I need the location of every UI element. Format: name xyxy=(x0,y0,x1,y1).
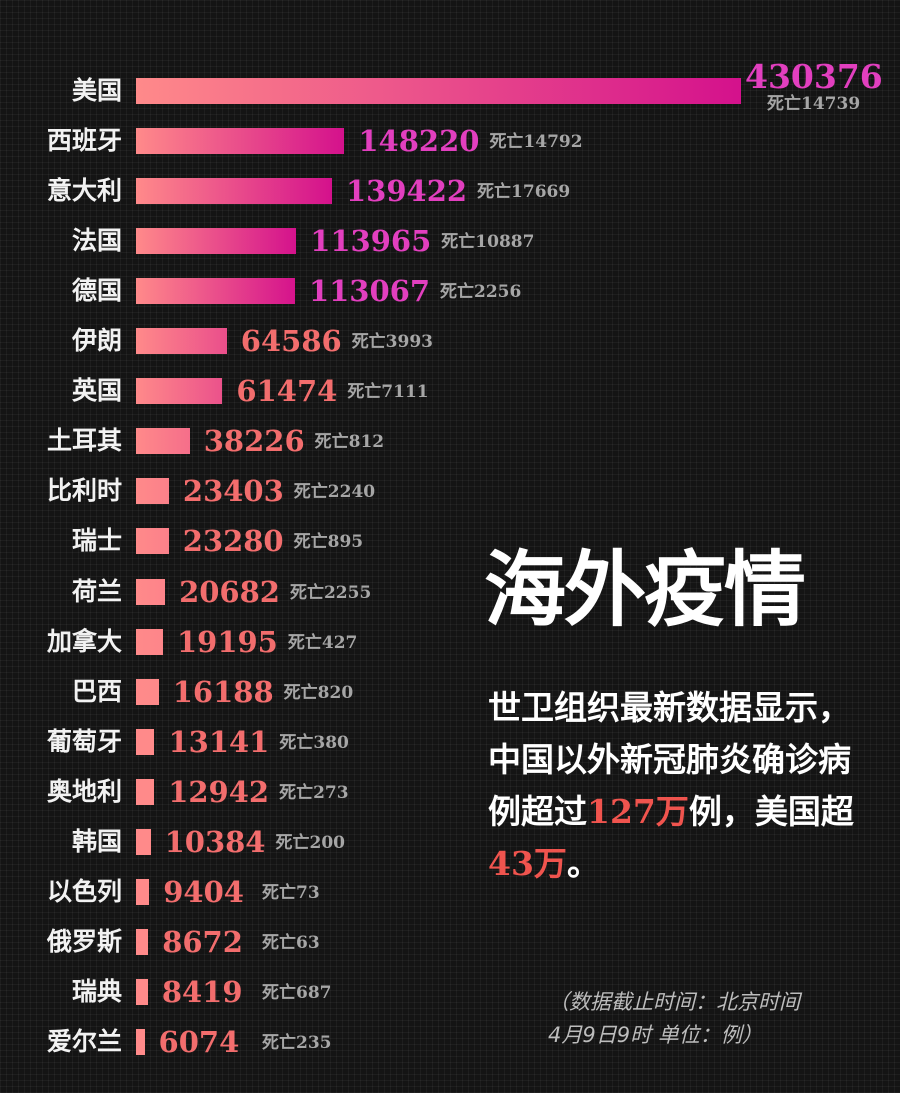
bar-value-label: 20682 xyxy=(179,574,280,609)
bar-value-label: 113965 xyxy=(310,224,432,259)
bar xyxy=(136,728,155,755)
description-part3: 。 xyxy=(566,844,600,883)
note-line-1: （数据截止时间：北京时间 xyxy=(548,990,800,1014)
description-number-2: 43万 xyxy=(488,844,567,883)
country-label: 巴西 xyxy=(71,676,122,706)
description-text: 世卫组织最新数据显示，中国以外新冠肺炎确诊病例超过127万例，美国超 43万。 xyxy=(488,682,858,890)
country-label: 以色列 xyxy=(46,876,122,906)
death-count-label: 死亡235 xyxy=(262,1032,332,1053)
death-count-label: 死亡14792 xyxy=(489,132,583,153)
country-label: 俄罗斯 xyxy=(46,926,122,956)
country-label: 西班牙 xyxy=(46,126,122,156)
bar xyxy=(136,328,227,355)
bar xyxy=(136,278,295,305)
country-label: 美国 xyxy=(71,76,122,105)
country-label: 葡萄牙 xyxy=(46,726,122,756)
bar-value-label: 10384 xyxy=(164,824,266,859)
bar-value-label: 64586 xyxy=(240,324,342,359)
country-label: 比利时 xyxy=(46,476,122,506)
bar-value-label: 12942 xyxy=(168,774,270,809)
description-part2: 例，美国超 xyxy=(688,792,854,831)
country-label: 法国 xyxy=(71,226,122,256)
bar-value-label: 19195 xyxy=(176,624,278,659)
country-label: 韩国 xyxy=(71,826,122,856)
death-count-label: 死亡2255 xyxy=(289,582,372,603)
death-count-label: 死亡273 xyxy=(279,782,349,803)
bar xyxy=(136,378,223,405)
death-count-label: 死亡820 xyxy=(283,682,354,703)
bar-value-label: 6074 xyxy=(158,1024,240,1059)
bar xyxy=(136,978,148,1005)
bar xyxy=(136,778,155,805)
death-count-label: 死亡895 xyxy=(293,532,364,553)
death-count-label: 死亡63 xyxy=(262,932,320,953)
bar-value-label: 9404 xyxy=(163,874,244,909)
bar xyxy=(136,428,190,455)
bar xyxy=(136,528,169,555)
death-count-label: 死亡687 xyxy=(262,982,332,1003)
country-label: 伊朗 xyxy=(71,326,122,356)
bar-value-label: 8672 xyxy=(162,924,243,959)
bar-value-label: 38226 xyxy=(203,424,305,459)
bar xyxy=(136,928,149,955)
bar xyxy=(136,128,345,155)
description-part1: 世卫组织最新数据显示，中国以外新冠肺炎确诊病例超过 xyxy=(488,688,851,831)
bar xyxy=(136,628,163,655)
death-count-label: 死亡380 xyxy=(279,732,349,753)
death-count-label: 死亡73 xyxy=(262,882,320,903)
bar xyxy=(136,578,166,605)
chart-title: 海外疫情 xyxy=(484,542,806,638)
bar-value-label: 16188 xyxy=(172,674,274,709)
country-label: 爱尔兰 xyxy=(46,1026,122,1056)
bar-value-label: 430376 xyxy=(745,57,883,96)
country-label: 英国 xyxy=(71,376,122,406)
bar-value-label: 13141 xyxy=(168,724,270,759)
death-count-label: 死亡10887 xyxy=(441,232,535,253)
bar xyxy=(136,878,150,905)
death-count-label: 死亡17669 xyxy=(477,182,571,203)
bar xyxy=(136,178,332,205)
death-count-label: 死亡812 xyxy=(314,432,385,453)
bar-value-label: 23280 xyxy=(182,524,284,559)
note-line-2: 4月9日9时 单位：例） xyxy=(548,1023,763,1047)
death-count-label: 死亡14739 xyxy=(767,94,861,114)
country-label: 土耳其 xyxy=(46,426,122,456)
bar-value-label: 8419 xyxy=(161,974,243,1009)
country-label: 瑞典 xyxy=(71,976,122,1006)
country-label: 荷兰 xyxy=(71,576,122,606)
description-number-1: 127万 xyxy=(587,792,689,831)
bar xyxy=(136,678,159,705)
bar-value-label: 113067 xyxy=(308,274,431,309)
bar-value-label: 23403 xyxy=(182,474,284,509)
bar-value-label: 148220 xyxy=(358,124,480,159)
death-count-label: 死亡2256 xyxy=(440,282,522,303)
data-note: （数据截止时间：北京时间 4月9日9时 单位：例） xyxy=(548,986,868,1052)
bar xyxy=(136,228,297,255)
death-count-label: 死亡3993 xyxy=(351,332,434,353)
bar xyxy=(136,828,151,855)
bar-value-label: 61474 xyxy=(236,374,338,409)
country-label: 奥地利 xyxy=(46,776,122,806)
bar xyxy=(136,478,169,505)
bar xyxy=(136,1028,145,1055)
bar-value-label: 139422 xyxy=(345,174,468,209)
country-label: 瑞士 xyxy=(71,526,122,556)
country-label: 意大利 xyxy=(46,176,122,206)
country-label: 加拿大 xyxy=(46,626,122,656)
bar xyxy=(136,78,741,104)
country-label: 德国 xyxy=(71,276,122,306)
death-count-label: 死亡2240 xyxy=(293,482,376,503)
death-count-label: 死亡7111 xyxy=(347,382,429,403)
death-count-label: 死亡427 xyxy=(287,632,358,653)
death-count-label: 死亡200 xyxy=(275,832,346,853)
